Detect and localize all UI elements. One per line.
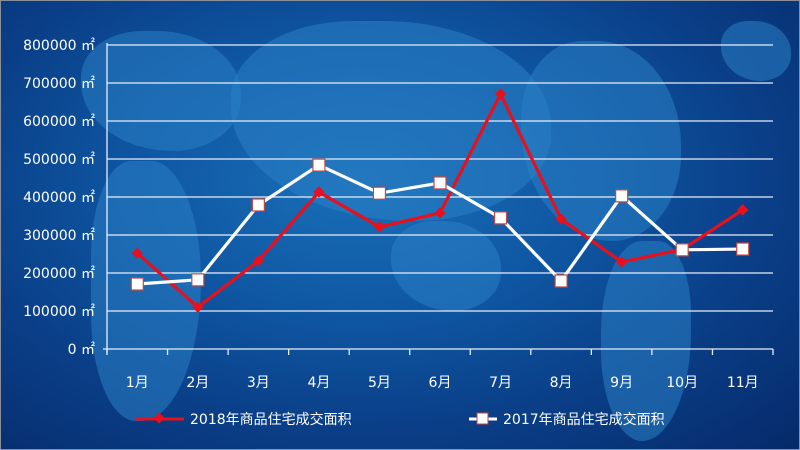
data-point-square <box>251 198 265 212</box>
x-tick-label: 1月 <box>126 375 149 391</box>
data-point-square <box>433 176 447 190</box>
map-decoration <box>601 241 691 441</box>
data-point-diamond <box>494 88 507 100</box>
map-decoration <box>721 21 791 81</box>
y-tick-label: 0 ㎡ <box>68 342 95 358</box>
data-point-square <box>312 158 326 172</box>
data-point-diamond <box>737 204 749 216</box>
y-tick-label: 300000 ㎡ <box>23 228 95 244</box>
y-tick-label: 700000 ㎡ <box>23 76 95 92</box>
data-point-square <box>130 277 144 291</box>
x-tick-label: 5月 <box>368 375 391 391</box>
legend-item-2018: 2018年商品住宅成交面积 <box>136 409 352 429</box>
y-tick-label: 800000 ㎡ <box>23 38 95 54</box>
x-tick-label: 6月 <box>429 375 452 391</box>
data-point-square <box>736 242 750 256</box>
series-line <box>136 92 744 309</box>
data-point-square <box>493 211 508 225</box>
data-point-diamond <box>252 255 265 267</box>
data-point-square <box>675 243 689 257</box>
data-point-diamond <box>615 256 628 268</box>
map-decoration <box>521 41 681 241</box>
x-tick-label: 7月 <box>489 375 512 391</box>
x-tick-label: 3月 <box>247 375 270 391</box>
x-tick-label: 2月 <box>186 375 209 391</box>
x-tick-label: 9月 <box>610 375 633 391</box>
data-point-diamond <box>373 221 386 233</box>
data-point-square <box>191 273 205 287</box>
legend-label-2018: 2018年商品住宅成交面积 <box>190 412 352 428</box>
data-point-square <box>554 274 568 288</box>
y-tick-label: 500000 ㎡ <box>23 152 95 168</box>
x-tick-label: 4月 <box>307 375 330 391</box>
data-point-square <box>615 189 629 203</box>
data-point-diamond <box>434 207 446 219</box>
data-point-diamond <box>313 186 325 198</box>
legend-white-square-icon <box>469 412 497 425</box>
y-tick-label: 200000 ㎡ <box>23 266 95 282</box>
map-decoration <box>91 161 201 421</box>
legend-red-diamond-icon <box>136 412 184 424</box>
x-tick-label: 11月 <box>727 375 759 391</box>
legend-label-2017: 2017年商品住宅成交面积 <box>503 412 665 428</box>
data-point-diamond <box>131 247 143 259</box>
map-decoration <box>391 221 501 311</box>
x-tick-label: 10月 <box>666 375 698 391</box>
data-point-diamond <box>555 213 567 225</box>
x-tick-label: 8月 <box>550 375 573 391</box>
map-decoration <box>81 31 241 151</box>
y-tick-label: 100000 ㎡ <box>23 304 95 320</box>
data-point-diamond <box>192 301 204 313</box>
y-tick-label: 600000 ㎡ <box>23 114 95 130</box>
y-tick-label: 400000 ㎡ <box>23 190 95 206</box>
legend-item-2017: 2017年商品住宅成交面积 <box>469 409 665 429</box>
data-point-square <box>372 186 387 200</box>
